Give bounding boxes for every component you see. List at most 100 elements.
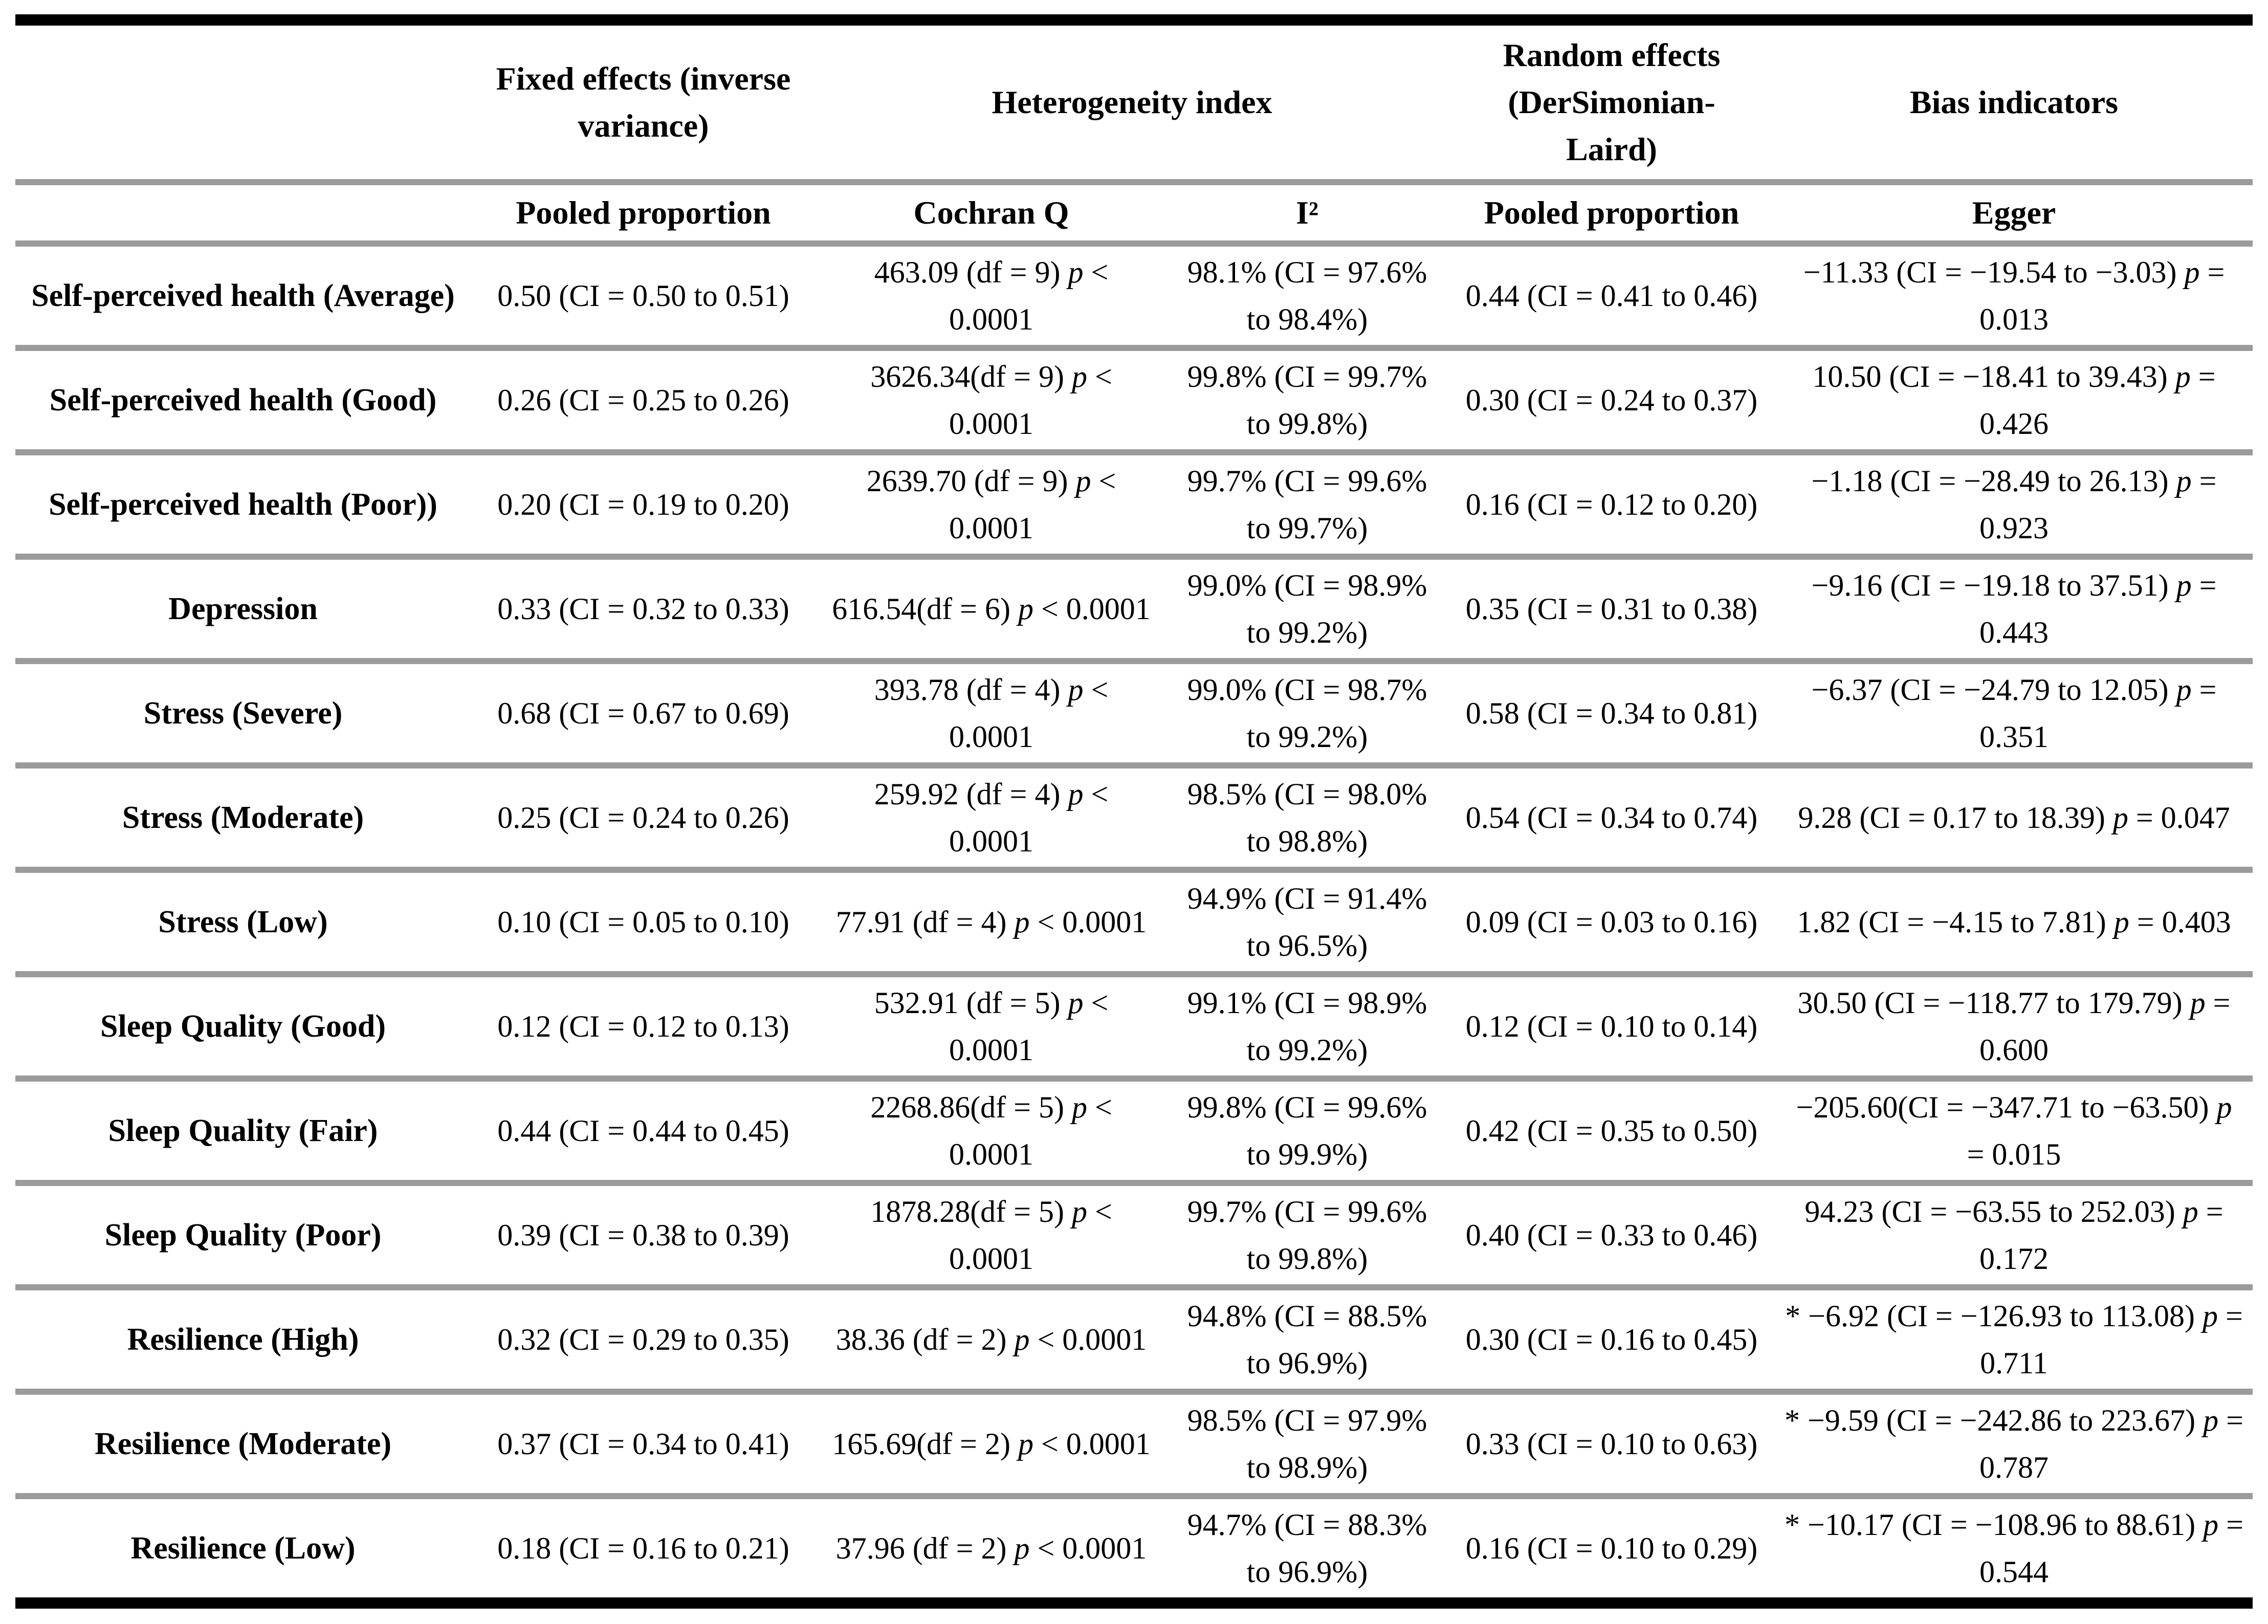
row-label: Depression bbox=[168, 591, 318, 626]
row-label: Resilience (Low) bbox=[130, 1531, 356, 1566]
table-row: Resilience (High) 0.32 (CI = 0.29 to 0.35… bbox=[15, 1287, 2253, 1392]
cell-random-pooled: 0.58 (CI = 0.34 to 0.81) bbox=[1465, 696, 1758, 730]
row-label: Stress (Low) bbox=[158, 905, 328, 939]
cell-fixed-pooled: 0.50 (CI = 0.50 to 0.51) bbox=[497, 279, 789, 313]
cell-egger: −205.60(CI = −347.71 to −63.50) p = 0.01… bbox=[1796, 1090, 2232, 1171]
cell-random-pooled: 0.42 (CI = 0.35 to 0.50) bbox=[1465, 1114, 1758, 1148]
cell-cochran-q: 165.69(df = 2) p < 0.0001 bbox=[832, 1427, 1151, 1461]
cell-cochran-q: 532.91 (df = 5) p < 0.0001 bbox=[874, 986, 1109, 1067]
table-row: Resilience (Low) 0.18 (CI = 0.16 to 0.21)… bbox=[15, 1496, 2253, 1603]
cell-i2: 94.8% (CI = 88.5% to 96.9%) bbox=[1187, 1299, 1427, 1380]
table-row: Stress (Low) 0.10 (CI = 0.05 to 0.10) 77.9… bbox=[15, 870, 2253, 974]
header-sub-row: Pooled proportion Cochran Q I² Pooled pr… bbox=[15, 182, 2253, 244]
table-row: Self-perceived health (Good) 0.26 (CI = 0… bbox=[15, 348, 2253, 452]
cell-fixed-pooled: 0.20 (CI = 0.19 to 0.20) bbox=[497, 488, 789, 521]
subheader-i2: I² bbox=[1295, 194, 1319, 231]
cell-fixed-pooled: 0.44 (CI = 0.44 to 0.45) bbox=[497, 1114, 789, 1148]
cell-i2: 98.5% (CI = 98.0% to 98.8%) bbox=[1187, 777, 1427, 858]
subheader-egger: Egger bbox=[1972, 194, 2056, 231]
cell-fixed-pooled: 0.25 (CI = 0.24 to 0.26) bbox=[497, 801, 789, 835]
cell-i2: 99.0% (CI = 98.9% to 99.2%) bbox=[1187, 568, 1427, 649]
cell-random-pooled: 0.16 (CI = 0.12 to 0.20) bbox=[1465, 488, 1758, 521]
row-label: Resilience (High) bbox=[127, 1322, 359, 1357]
row-label: Stress (Moderate) bbox=[122, 800, 364, 835]
table-row: Stress (Moderate) 0.25 (CI = 0.24 to 0.26… bbox=[15, 765, 2253, 870]
row-label: Stress (Severe) bbox=[143, 696, 343, 731]
cell-random-pooled: 0.33 (CI = 0.10 to 0.63) bbox=[1465, 1427, 1758, 1461]
cell-fixed-pooled: 0.33 (CI = 0.32 to 0.33) bbox=[497, 592, 789, 626]
cell-egger: −1.18 (CI = −28.49 to 26.13) p = 0.923 bbox=[1811, 464, 2217, 545]
cell-random-pooled: 0.12 (CI = 0.10 to 0.14) bbox=[1465, 1009, 1758, 1043]
cell-cochran-q: 2268.86(df = 5) p < 0.0001 bbox=[870, 1090, 1112, 1171]
cell-fixed-pooled: 0.18 (CI = 0.16 to 0.21) bbox=[497, 1531, 789, 1565]
table-row: Stress (Severe) 0.68 (CI = 0.67 to 0.69) 3… bbox=[15, 661, 2253, 765]
cell-cochran-q: 3626.34(df = 9) p < 0.0001 bbox=[870, 360, 1112, 441]
cell-egger: 10.50 (CI = −18.41 to 39.43) p = 0.426 bbox=[1812, 360, 2216, 441]
header-random-effects: Random effects (DerSimonian-Laird) bbox=[1448, 20, 1775, 182]
table-row: Sleep Quality (Poor) 0.39 (CI = 0.38 to 0… bbox=[15, 1183, 2253, 1287]
row-label: Self-perceived health (Good) bbox=[49, 383, 437, 418]
cell-i2: 98.1% (CI = 97.6% to 98.4%) bbox=[1187, 255, 1427, 336]
row-label: Self-perceived health (Average) bbox=[31, 278, 455, 313]
table-header: Fixed effects (inverse variance) Heterog… bbox=[15, 20, 2253, 244]
cell-fixed-pooled: 0.26 (CI = 0.25 to 0.26) bbox=[497, 383, 789, 417]
cell-i2: 94.9% (CI = 91.4% to 96.5%) bbox=[1187, 882, 1427, 962]
cell-random-pooled: 0.54 (CI = 0.34 to 0.74) bbox=[1465, 801, 1758, 835]
cell-egger: * −10.17 (CI = −108.96 to 88.61) p = 0.5… bbox=[1785, 1508, 2243, 1589]
cell-fixed-pooled: 0.12 (CI = 0.12 to 0.13) bbox=[497, 1009, 789, 1043]
cell-random-pooled: 0.30 (CI = 0.16 to 0.45) bbox=[1465, 1323, 1758, 1356]
cell-random-pooled: 0.44 (CI = 0.41 to 0.46) bbox=[1465, 279, 1758, 313]
cell-random-pooled: 0.30 (CI = 0.24 to 0.37) bbox=[1465, 383, 1758, 417]
row-label: Self-perceived health (Poor)) bbox=[49, 487, 437, 522]
cell-random-pooled: 0.40 (CI = 0.33 to 0.46) bbox=[1465, 1218, 1758, 1252]
table-body: Self-perceived health (Average) 0.50 (CI … bbox=[15, 244, 2253, 1603]
row-label: Resilience (Moderate) bbox=[94, 1427, 392, 1461]
cell-egger: 9.28 (CI = 0.17 to 18.39) p = 0.047 bbox=[1798, 801, 2230, 835]
cell-fixed-pooled: 0.37 (CI = 0.34 to 0.41) bbox=[497, 1427, 789, 1461]
cell-fixed-pooled: 0.32 (CI = 0.29 to 0.35) bbox=[497, 1323, 789, 1356]
table-row: Depression 0.33 (CI = 0.32 to 0.33) 616.54… bbox=[15, 557, 2253, 661]
row-label: Sleep Quality (Fair) bbox=[108, 1113, 378, 1148]
cell-i2: 94.7% (CI = 88.3% to 96.9%) bbox=[1187, 1508, 1427, 1589]
cell-cochran-q: 38.36 (df = 2) p < 0.0001 bbox=[835, 1323, 1147, 1356]
cell-random-pooled: 0.16 (CI = 0.10 to 0.29) bbox=[1465, 1531, 1758, 1565]
header-heterogeneity-index: Heterogeneity index bbox=[992, 84, 1272, 120]
cell-i2: 99.8% (CI = 99.6% to 99.9%) bbox=[1187, 1090, 1427, 1171]
cell-i2: 99.8% (CI = 99.7% to 99.8%) bbox=[1187, 360, 1427, 441]
header-empty bbox=[15, 20, 471, 182]
cell-egger: * −6.92 (CI = −126.93 to 113.08) p = 0.7… bbox=[1785, 1299, 2243, 1380]
table-row: Self-perceived health (Average) 0.50 (CI … bbox=[15, 244, 2253, 348]
table-row: Resilience (Moderate) 0.37 (CI = 0.34 to … bbox=[15, 1392, 2253, 1496]
cell-i2: 99.0% (CI = 98.7% to 99.2%) bbox=[1187, 673, 1427, 754]
cell-cochran-q: 1878.28(df = 5) p < 0.0001 bbox=[870, 1195, 1112, 1276]
cell-cochran-q: 393.78 (df = 4) p < 0.0001 bbox=[874, 673, 1109, 754]
table-row: Sleep Quality (Fair) 0.44 (CI = 0.44 to 0… bbox=[15, 1079, 2253, 1183]
subheader-empty bbox=[15, 182, 471, 244]
cell-i2: 98.5% (CI = 97.9% to 98.9%) bbox=[1187, 1403, 1427, 1484]
header-fixed-effects: Fixed effects (inverse variance) bbox=[496, 60, 791, 144]
cell-fixed-pooled: 0.39 (CI = 0.38 to 0.39) bbox=[497, 1218, 789, 1252]
header-bias-indicators: Bias indicators bbox=[1909, 84, 2119, 120]
subheader-pooled-proportion-random: Pooled proportion bbox=[1484, 194, 1739, 231]
cell-egger: −6.37 (CI = −24.79 to 12.05) p = 0.351 bbox=[1811, 673, 2217, 754]
cell-cochran-q: 616.54(df = 6) p < 0.0001 bbox=[832, 592, 1151, 626]
cell-egger: 94.23 (CI = −63.55 to 252.03) p = 0.172 bbox=[1804, 1195, 2223, 1276]
cell-egger: 30.50 (CI = −118.77 to 179.79) p = 0.600 bbox=[1797, 986, 2231, 1067]
row-label: Sleep Quality (Poor) bbox=[104, 1218, 382, 1253]
cell-egger: * −9.59 (CI = −242.86 to 223.67) p = 0.7… bbox=[1785, 1403, 2243, 1484]
subheader-pooled-proportion-fixed: Pooled proportion bbox=[516, 194, 771, 231]
cell-i2: 99.1% (CI = 98.9% to 99.2%) bbox=[1187, 986, 1427, 1067]
cell-fixed-pooled: 0.68 (CI = 0.67 to 0.69) bbox=[497, 696, 789, 730]
cell-cochran-q: 2639.70 (df = 9) p < 0.0001 bbox=[866, 464, 1116, 545]
header-group-row: Fixed effects (inverse variance) Heterog… bbox=[15, 20, 2253, 182]
subheader-cochran-q: Cochran Q bbox=[913, 194, 1069, 231]
row-label: Sleep Quality (Good) bbox=[100, 1009, 386, 1044]
meta-analysis-table: Fixed effects (inverse variance) Heterog… bbox=[15, 14, 2253, 1609]
cell-egger: 1.82 (CI = −4.15 to 7.81) p = 0.403 bbox=[1797, 905, 2231, 939]
table-row: Self-perceived health (Poor)) 0.20 (CI = … bbox=[15, 452, 2253, 557]
cell-egger: −9.16 (CI = −19.18 to 37.51) p = 0.443 bbox=[1811, 568, 2217, 649]
cell-egger: −11.33 (CI = −19.54 to −3.03) p = 0.013 bbox=[1803, 255, 2225, 336]
cell-cochran-q: 463.09 (df = 9) p < 0.0001 bbox=[874, 255, 1109, 336]
cell-cochran-q: 37.96 (df = 2) p < 0.0001 bbox=[835, 1531, 1147, 1565]
cell-cochran-q: 259.92 (df = 4) p < 0.0001 bbox=[874, 777, 1109, 858]
